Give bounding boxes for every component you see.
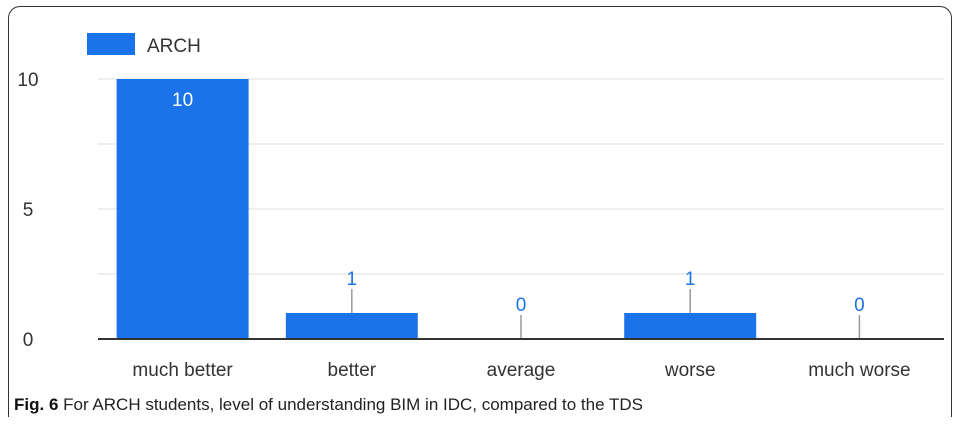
legend-swatch-arch — [87, 33, 135, 55]
y-tick-label: 10 — [17, 70, 38, 91]
figure-frame — [8, 6, 952, 417]
legend-label-arch: ARCH — [147, 36, 201, 57]
x-tick-label: average — [487, 360, 556, 381]
data-label: 1 — [685, 269, 696, 290]
caption-label: Fig. 6 — [14, 395, 59, 414]
x-tick-label: much worse — [808, 360, 910, 381]
data-label: 0 — [516, 295, 527, 316]
data-label: 0 — [854, 295, 865, 316]
figure-caption: Fig. 6 For ARCH students, level of under… — [14, 395, 643, 415]
bar — [624, 313, 757, 339]
legend: ARCH — [87, 33, 201, 57]
bar — [285, 313, 418, 339]
bar — [116, 79, 249, 339]
data-label: 10 — [172, 90, 193, 111]
x-tick-label: better — [328, 360, 377, 381]
x-tick-label: worse — [664, 360, 716, 381]
caption-text: For ARCH students, level of understandin… — [63, 395, 643, 414]
data-label: 1 — [347, 269, 358, 290]
x-tick-label: much better — [132, 360, 233, 381]
bars — [116, 79, 757, 339]
y-tick-label: 5 — [23, 200, 34, 221]
y-tick-label: 0 — [23, 330, 34, 351]
